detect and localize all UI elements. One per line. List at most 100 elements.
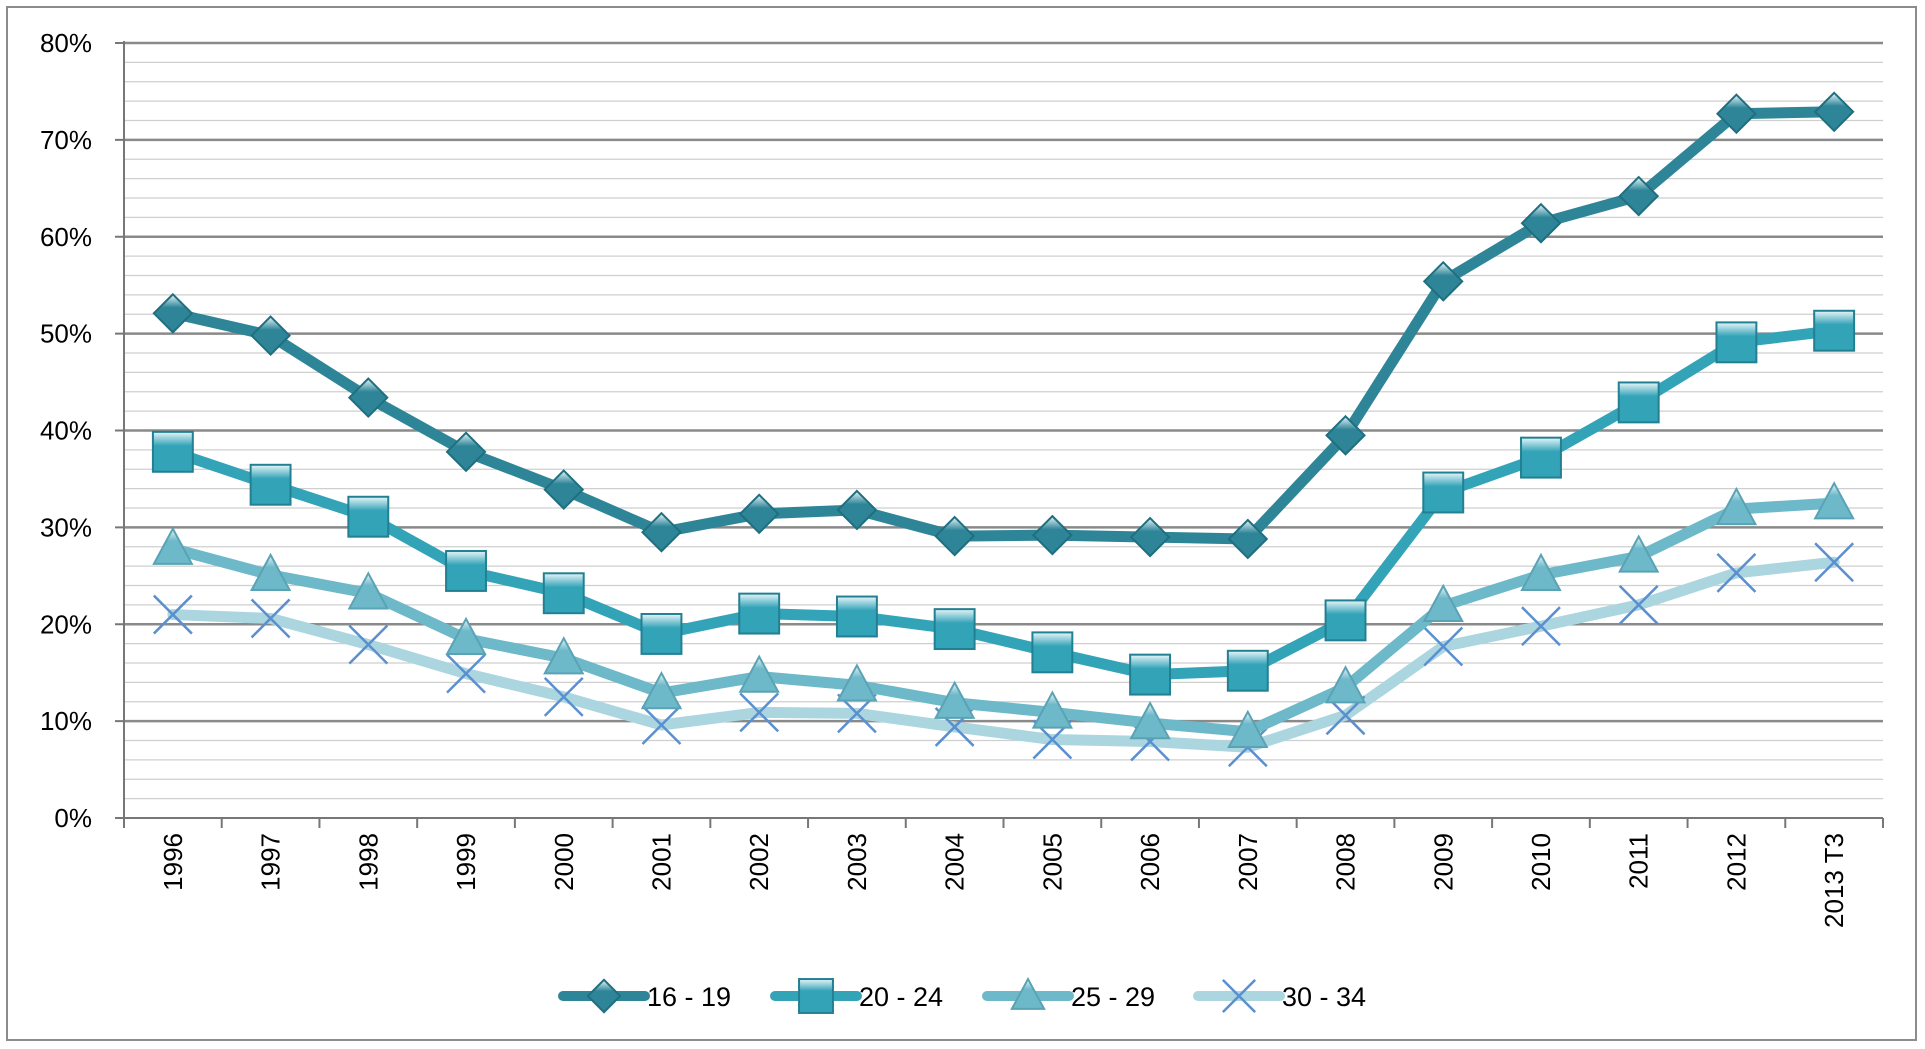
y-tick-label: 30% — [40, 512, 92, 542]
x-marker — [1618, 584, 1659, 625]
square-marker — [1617, 381, 1660, 424]
x-marker — [641, 705, 682, 745]
series-20-24 — [151, 309, 1856, 696]
diamond-marker — [934, 515, 976, 557]
triangle-marker — [1010, 976, 1046, 1010]
series-25-29 — [152, 481, 1855, 748]
triangle-marker — [1813, 481, 1855, 520]
diamond-marker — [641, 511, 682, 553]
diamond-marker — [1227, 518, 1269, 560]
x-marker-stroke — [1521, 606, 1561, 647]
triangle-marker — [836, 663, 878, 702]
diamond-marker — [543, 469, 585, 511]
square-marker — [798, 978, 834, 1014]
diamond-marker — [836, 489, 878, 531]
triangle-marker — [1422, 583, 1464, 623]
triangle-marker — [543, 636, 585, 675]
legend-label: 20 - 24 — [859, 982, 943, 1012]
x-marker — [739, 692, 780, 733]
square-marker — [1715, 321, 1758, 364]
triangle-marker — [1227, 709, 1269, 748]
x-tick-label: 2010 — [1526, 833, 1556, 891]
x-marker-stroke — [348, 624, 389, 665]
x-marker-stroke — [1716, 553, 1757, 593]
square-marker — [542, 572, 585, 615]
x-tick-label: 2004 — [940, 833, 970, 891]
gridlines — [124, 41, 1883, 800]
series-line — [167, 497, 1840, 738]
x-marker-stroke — [446, 653, 486, 694]
series-16-19 — [152, 91, 1855, 560]
x-marker — [152, 594, 193, 635]
x-tick-label: 2011 — [1624, 833, 1654, 889]
triangle-marker — [347, 571, 389, 610]
x-marker-stroke — [543, 677, 584, 717]
diamond-marker — [250, 315, 291, 356]
square-marker — [835, 595, 878, 638]
diamond-marker — [1422, 260, 1464, 302]
legend-item: 20 - 24 — [770, 978, 943, 1014]
x-marker — [1716, 553, 1757, 593]
diamond-marker — [1129, 516, 1171, 558]
diamond-marker — [347, 377, 389, 418]
x-tick-label: 2000 — [549, 833, 579, 891]
x-tick-label: 2008 — [1331, 833, 1361, 891]
x-marker — [446, 653, 486, 694]
series-line — [167, 106, 1840, 545]
y-tick-label: 0% — [54, 803, 92, 833]
legend-label: 25 - 29 — [1071, 982, 1155, 1012]
legend-label: 16 - 19 — [647, 982, 731, 1012]
legend-item: 30 - 34 — [1193, 978, 1366, 1014]
x-marker — [543, 677, 584, 717]
x-marker-stroke — [1814, 542, 1855, 583]
x-tick-label: 2003 — [842, 833, 872, 891]
x-marker — [348, 624, 389, 665]
square-marker — [1813, 309, 1856, 352]
triangle-marker — [1618, 534, 1660, 573]
x-tick-label: 1998 — [353, 833, 383, 891]
y-tick-label: 10% — [40, 706, 92, 736]
x-tick-label: 1997 — [256, 833, 286, 891]
x-marker — [1221, 978, 1257, 1014]
square-marker — [738, 592, 781, 635]
x-tick-label: 2006 — [1135, 833, 1165, 891]
diamond-marker — [586, 978, 622, 1014]
x-tick-label: 1996 — [158, 833, 188, 891]
y-tick-label: 20% — [40, 609, 92, 639]
diamond-marker — [1716, 93, 1757, 135]
square-marker — [445, 550, 487, 592]
x-marker — [1521, 606, 1561, 647]
triangle-marker — [1324, 665, 1367, 704]
x-marker-stroke — [1618, 584, 1659, 625]
triangle-marker — [1715, 486, 1758, 526]
x-tick-label: 2007 — [1233, 833, 1263, 891]
y-tick-label: 60% — [40, 222, 92, 252]
triangle-marker — [152, 526, 194, 565]
square-marker — [347, 495, 390, 538]
square-marker — [249, 463, 292, 506]
legend-item: 25 - 29 — [982, 976, 1155, 1012]
triangle-marker — [1520, 552, 1562, 592]
triangle-marker — [249, 552, 292, 592]
triangle-marker — [738, 654, 780, 693]
square-marker — [640, 612, 683, 655]
diamond-marker — [738, 493, 780, 535]
x-tick-label: 2002 — [744, 833, 774, 891]
y-tick-label: 40% — [40, 416, 92, 446]
x-tick-label: 2012 — [1721, 833, 1751, 891]
diamond-marker — [1813, 91, 1855, 133]
y-tick-label: 70% — [40, 125, 92, 155]
diamond-marker — [1520, 202, 1562, 244]
y-tick-label: 80% — [40, 28, 92, 58]
x-marker-stroke — [641, 705, 682, 745]
series-line — [167, 556, 1840, 753]
x-marker-stroke — [152, 594, 193, 635]
x-marker-stroke — [739, 692, 780, 733]
square-marker — [1129, 653, 1172, 696]
square-marker — [1422, 471, 1465, 514]
triangle-marker — [640, 670, 683, 710]
x-tick-label: 2009 — [1428, 833, 1458, 891]
triangle-marker — [1129, 701, 1171, 740]
legend-item: 16 - 19 — [558, 978, 731, 1014]
